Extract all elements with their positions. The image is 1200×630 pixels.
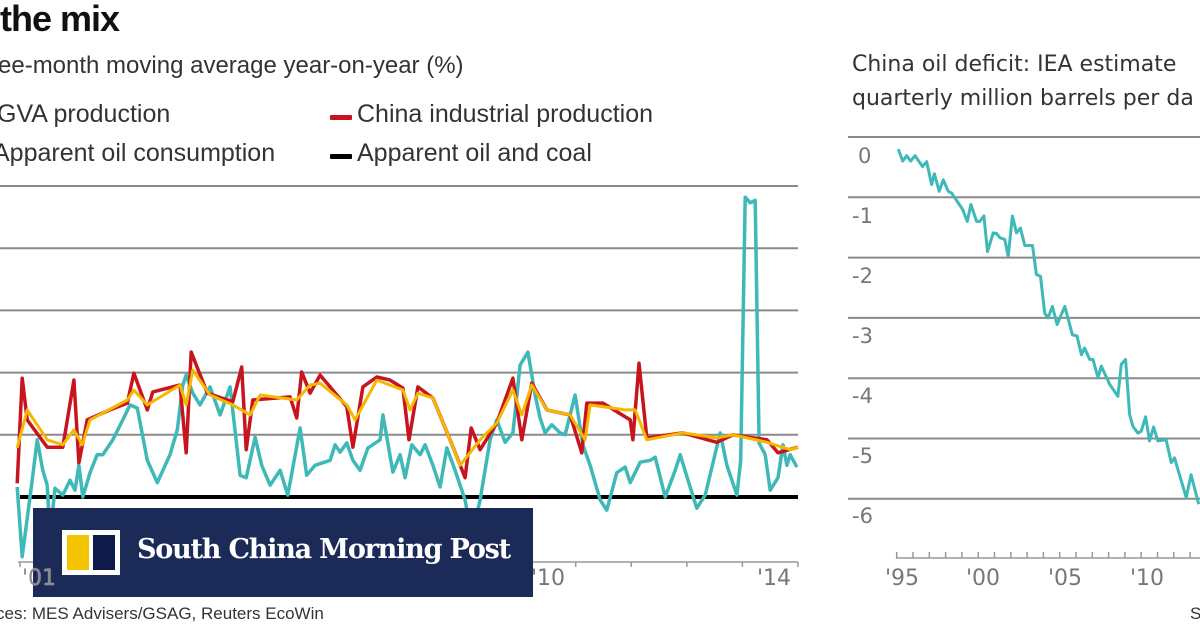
x-tick-label: '05 bbox=[1048, 566, 1083, 591]
legend-china-ip: China industrial production bbox=[357, 100, 654, 128]
legend-swatch-black bbox=[330, 154, 352, 159]
x-tick-label: '10 bbox=[1130, 566, 1165, 591]
x-tick-label: '95 bbox=[885, 566, 920, 591]
series-line-apparent-oil-consumption bbox=[15, 195, 799, 559]
legend-oil-coal: Apparent oil and coal bbox=[357, 139, 592, 167]
scmp-logo-icon bbox=[62, 530, 120, 575]
legend-oil-consumption: Apparent oil consumption bbox=[0, 139, 276, 167]
y-tick-label: -6 bbox=[852, 504, 873, 528]
right-chart-title: China oil deficit: IEA estimate bbox=[852, 52, 1177, 77]
y-tick-label: -5 bbox=[852, 444, 873, 468]
x-tick-label: '00 bbox=[966, 566, 1001, 591]
x-tick-label: '14 bbox=[757, 566, 792, 591]
right-source: S bbox=[1190, 604, 1200, 623]
legend-swatch-red bbox=[330, 115, 352, 120]
y-tick-label: -3 bbox=[852, 324, 873, 348]
y-tick-label: -4 bbox=[852, 384, 873, 408]
series-line-oil-deficit bbox=[896, 148, 1200, 505]
y-tick-label: 0 bbox=[858, 144, 872, 168]
y-tick-label: -1 bbox=[852, 204, 873, 228]
x-tick-label: '10 bbox=[531, 566, 566, 591]
scmp-logo: South China Morning Post bbox=[33, 508, 533, 597]
left-chart-subtitle: ee-month moving average year-on-year (%) bbox=[0, 52, 464, 79]
y-tick-label: -2 bbox=[852, 264, 873, 288]
left-source: ces: MES Advisers/GSAG, Reuters EcoWin bbox=[0, 604, 324, 623]
scmp-logo-text: South China Morning Post bbox=[137, 534, 511, 565]
series-line-china-industrial-production bbox=[15, 350, 799, 484]
left-chart-title: the mix bbox=[0, 0, 120, 39]
series-line-gva-production bbox=[15, 368, 799, 467]
legend-gva: GVA production bbox=[0, 100, 171, 128]
x-tick-label: '01 bbox=[22, 566, 57, 591]
right-chart-subtitle: quarterly million barrels per da bbox=[852, 86, 1194, 111]
